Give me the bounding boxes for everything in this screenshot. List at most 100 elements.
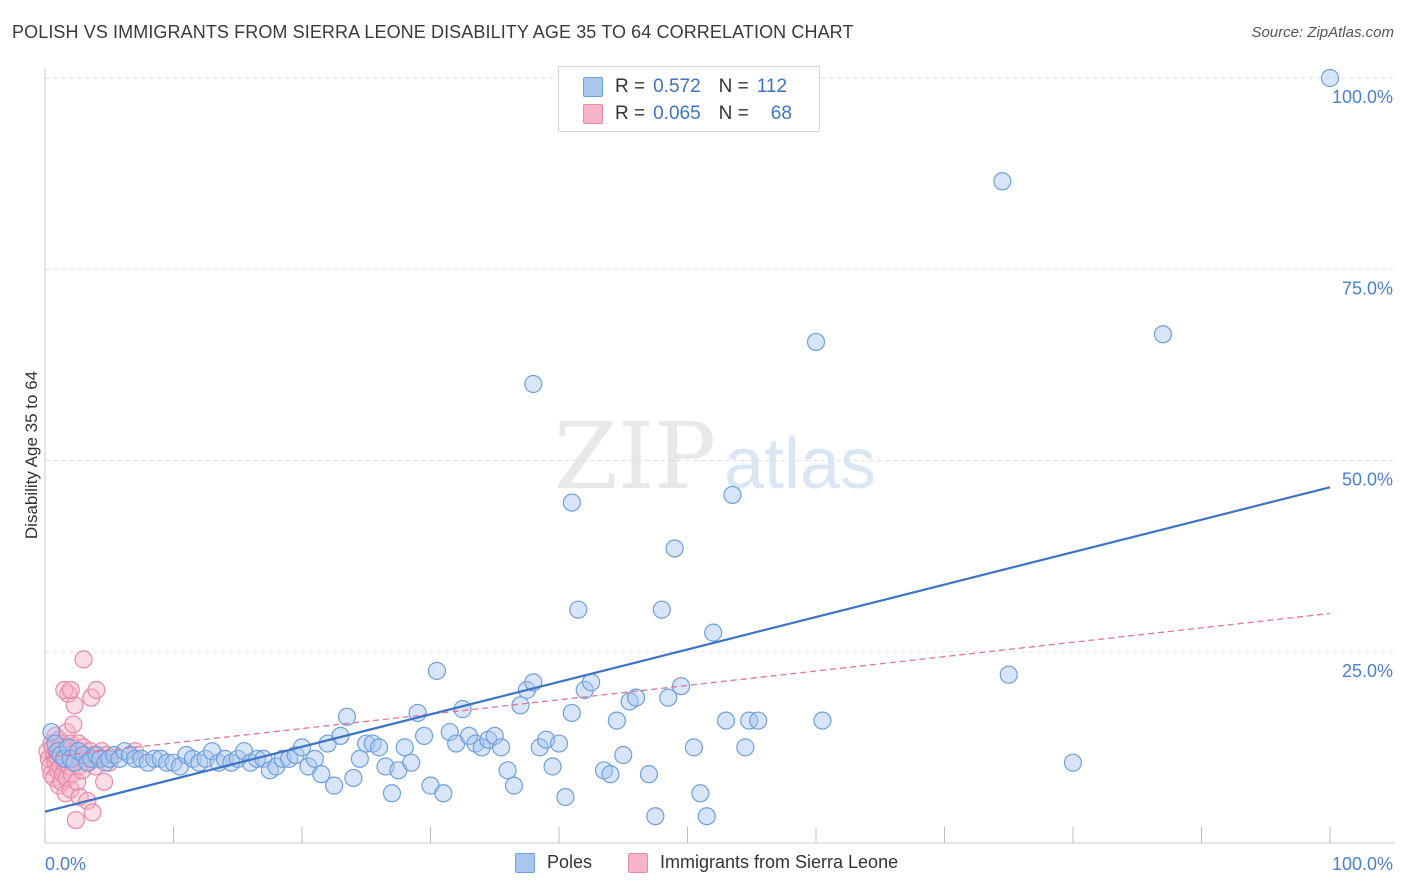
r-value: 0.065 xyxy=(653,103,701,124)
sierra-leone-point-36 xyxy=(64,715,83,734)
poles-point-58 xyxy=(370,738,389,757)
poles-point-101 xyxy=(659,688,678,707)
sierra-leone-point-40 xyxy=(66,810,85,830)
legend-item-sierra-leone[interactable]: Immigrants from Sierra Leone xyxy=(628,852,898,873)
poles-point-76 xyxy=(485,726,504,746)
x-tick-label-max: 100.0% xyxy=(1332,854,1393,874)
poles-point-109 xyxy=(723,485,742,505)
poles-point-71 xyxy=(453,700,472,719)
legend-item-poles[interactable]: Poles xyxy=(515,852,592,873)
poles-point-115 xyxy=(993,172,1012,191)
poles-point-63 xyxy=(402,753,421,772)
sierra-leone-point-67 xyxy=(61,680,80,700)
poles-point-85 xyxy=(543,757,562,776)
poles-point-87 xyxy=(556,787,575,807)
y-tick-label-1: 50.0% xyxy=(1342,470,1393,490)
poles-point-65 xyxy=(414,726,434,746)
r-label: R = xyxy=(615,76,646,97)
poles-point-62 xyxy=(395,738,414,757)
poles-point-97 xyxy=(626,688,646,707)
poles-point-51 xyxy=(325,776,344,795)
sierra-leone-point-56 xyxy=(83,803,102,822)
poles-point-53 xyxy=(337,707,357,726)
source-credit: Source: ZipAtlas.com xyxy=(1251,24,1394,41)
poles-point-5 xyxy=(59,738,78,757)
n-value: 112 xyxy=(756,76,788,97)
poles-point-89 xyxy=(569,600,588,619)
poles-swatch xyxy=(515,852,535,873)
poles-point-0 xyxy=(42,722,61,742)
n-label: N = xyxy=(718,76,749,97)
sierra-leone-point-62 xyxy=(95,772,114,791)
poles-point-86 xyxy=(549,734,569,753)
sierra-leone-swatch xyxy=(583,104,603,124)
sierra-leone-swatch xyxy=(628,852,648,873)
poles-point-78 xyxy=(498,761,517,780)
gridlines xyxy=(45,77,1395,653)
sierra-leone-point-50 xyxy=(74,650,93,669)
poles-point-99 xyxy=(646,807,665,826)
y-tick-label-3: 100.0% xyxy=(1332,87,1393,107)
poles-point-68 xyxy=(434,784,453,803)
poles-swatch xyxy=(583,77,603,97)
y-axis-label: Disability Age 35 to 64 xyxy=(22,370,41,540)
poles-point-67 xyxy=(427,661,447,680)
sierra-leone-point-38 xyxy=(65,696,84,715)
poles-trend-line xyxy=(44,486,1331,813)
poles-point-98 xyxy=(639,765,659,784)
poles-point-55 xyxy=(350,749,369,768)
poles-point-95 xyxy=(614,745,633,765)
y-tick-label-0: 25.0% xyxy=(1342,661,1393,681)
sierra-leone-point-42 xyxy=(68,772,87,791)
axes xyxy=(44,68,1395,844)
legend-label-poles: Poles xyxy=(547,852,593,872)
poles-point-102 xyxy=(665,539,684,558)
poles-point-100 xyxy=(652,600,671,619)
poles-point-120 xyxy=(524,374,543,394)
poles-point-79 xyxy=(504,776,524,795)
trend-lines xyxy=(44,486,1331,813)
poles-point-48 xyxy=(305,749,324,768)
poles-point-93 xyxy=(601,765,620,784)
poles-point-119 xyxy=(1320,68,1340,88)
poles-point-106 xyxy=(697,807,716,826)
poles-point-108 xyxy=(716,711,736,730)
x-tick-label-min: 0.0% xyxy=(45,854,86,874)
poles-point-107 xyxy=(704,623,723,642)
poles-point-104 xyxy=(684,738,704,757)
poles-point-105 xyxy=(691,784,710,803)
poles-point-114 xyxy=(813,711,832,730)
watermark-atlas: atlas xyxy=(724,424,876,504)
poles-point-69 xyxy=(440,722,459,742)
sierra-leone-trend-line xyxy=(44,612,1331,758)
poles-point-113 xyxy=(806,332,826,352)
series-legend: Poles Immigrants from Sierra Leone xyxy=(0,852,1406,878)
poles-point-49 xyxy=(312,765,331,784)
poles-point-118 xyxy=(1153,325,1173,344)
poles-point-77 xyxy=(492,738,511,757)
poles-point-112 xyxy=(749,711,768,730)
tick-labels: 25.0% 50.0% 75.0% 100.0% 0.0% 100.0% xyxy=(45,87,1393,874)
legend-label-sierra-leone: Immigrants from Sierra Leone xyxy=(660,852,899,872)
poles-point-94 xyxy=(607,711,626,730)
r-value: 0.572 xyxy=(653,76,701,97)
r-label: R = xyxy=(615,103,646,124)
poles-point-110 xyxy=(736,738,755,757)
poles-points xyxy=(42,68,1340,826)
stats-row-sierra-leone: R = 0.065 N = 68 xyxy=(583,101,792,127)
watermark-zip: ZIP xyxy=(554,403,716,510)
sierra-leone-point-59 xyxy=(87,680,106,700)
poles-point-80 xyxy=(511,696,530,715)
stats-row-poles: R = 0.572 N = 112 xyxy=(583,74,787,100)
poles-point-116 xyxy=(999,665,1018,684)
stats-legend: R = 0.572 N = 112 R = 0.065 N = 68 xyxy=(558,66,820,132)
chart-title: POLISH VS IMMIGRANTS FROM SIERRA LEONE D… xyxy=(12,22,854,42)
poles-point-117 xyxy=(1063,753,1083,772)
n-label: N = xyxy=(718,103,749,124)
sierra-leone-point-66 xyxy=(55,680,74,700)
y-tick-label-2: 75.0% xyxy=(1342,278,1393,298)
poles-point-54 xyxy=(344,768,363,788)
poles-point-121 xyxy=(562,493,581,512)
poles-point-88 xyxy=(562,703,581,723)
